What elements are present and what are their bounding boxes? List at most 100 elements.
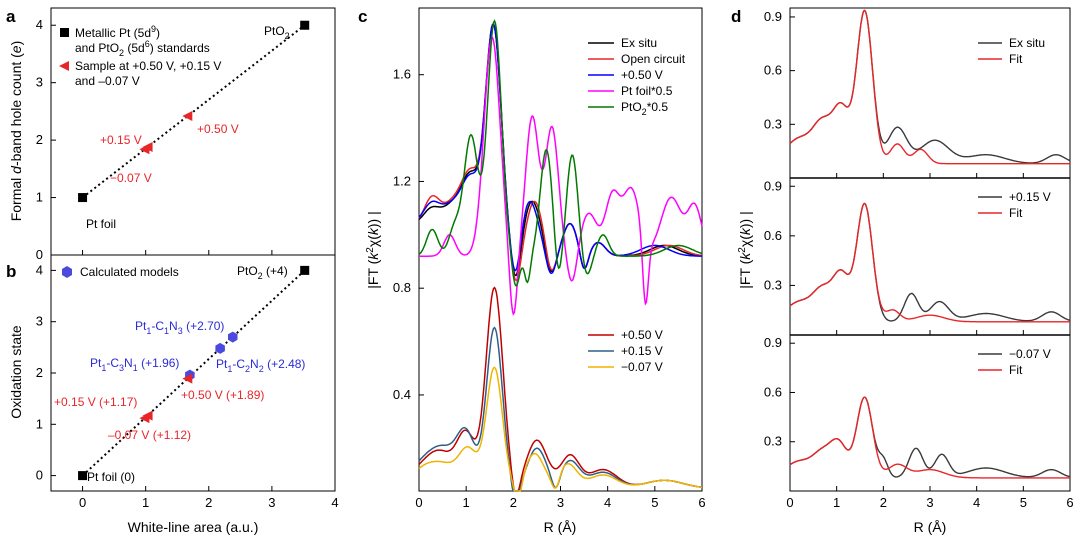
panel-d1-fit-line — [789, 9, 1070, 165]
panel-a-ytick-label-4: 4 — [36, 17, 43, 32]
annot-b-pto2: PtO2 (+4) — [237, 264, 288, 281]
annot-b-m007: –0.07 V (+1.12) — [108, 428, 191, 442]
panel-d3-xtick-label-4: 4 — [973, 495, 980, 510]
panel-d1-data-line — [789, 9, 1071, 164]
panel-b-xlabel: White-line area (a.u.) — [128, 519, 259, 535]
panel-label-b: b — [6, 262, 16, 281]
panel-a-marks — [78, 20, 310, 203]
panel-b-ytick-label-4: 4 — [36, 262, 43, 277]
panel-a-point-1-2 — [139, 144, 150, 155]
panel-d3-fit-line — [789, 396, 1070, 479]
legend-c-pto2: PtO2*0.5 — [621, 100, 668, 117]
panel-d2-ytick-label-2: 0.9 — [764, 178, 782, 193]
panel-d2-ytick-label-0: 0.3 — [764, 277, 782, 292]
panel-d3-xtick-label-2: 2 — [880, 495, 887, 510]
legend-sample-line1: Sample at +0.50 V, +0.15 V — [75, 59, 221, 73]
panel-a-ytick-label-2: 2 — [36, 132, 43, 147]
panel-b-xtick-label-1: 1 — [142, 495, 149, 510]
panel-c-ytick-label-3: 1.6 — [393, 67, 411, 82]
panel-b-point-1-0 — [228, 331, 238, 343]
legend-c-ptfoil: Pt foil*0.5 — [621, 84, 673, 98]
panel-c: 0 1 2 3 4 5 6 0.4 0.8 1.2 1.6 |FT (k2χ(k)) | R (Å)… — [365, 7, 706, 535]
annot-b-p050: +0.50 V (+1.89) — [181, 388, 264, 402]
annot-b-c1n3: Pt1-C1N3 (+2.70) — [135, 319, 224, 336]
panel-b-ytick-label-0: 0 — [36, 468, 43, 483]
legend-sample-marker — [59, 61, 69, 71]
panel-c-xlabel: R (Å) — [544, 519, 577, 535]
legend-c-p050: +0.50 V — [621, 68, 663, 82]
panel-b-ylabel: Oxidation state — [8, 325, 24, 419]
panel-d3-xtick-label-0: 0 — [786, 495, 793, 510]
panel-a-ticks: 0 1 2 3 4 — [36, 17, 336, 262]
legend-d3-data: −0.07 V — [1009, 347, 1051, 361]
legend-d2-data: +0.15 V — [1009, 190, 1051, 204]
panel-a: 0 1 2 3 4 Formal d-band hole count (e) Metal… — [8, 7, 336, 262]
legend-d1-data: Ex situ — [1009, 36, 1045, 50]
panel-d2-data-line — [789, 202, 1071, 322]
panel-a-fit-line — [81, 24, 306, 199]
legend-d2-fit: Fit — [1009, 206, 1023, 220]
panel-d3-xtick-label-3: 3 — [926, 495, 933, 510]
panel-d3-ytick-label-0: 0.3 — [764, 434, 782, 449]
panel-c-ytick-label-2: 1.2 — [393, 173, 411, 188]
legend-calc-label: Calculated models — [80, 265, 179, 279]
panel-d: 0.3 0.6 0.9 0.3 0.6 0.9 0 1 2 3 4 5 6 0.3 0.6 0.9 |FT (… — [737, 7, 1074, 535]
panel-a-ytick-label-3: 3 — [36, 75, 43, 90]
annot-b-c3n1: Pt1-C3N1 (+1.96) — [90, 356, 179, 373]
panel-c-xtick-label-2: 2 — [510, 495, 517, 510]
annot-b-ptfoil: Pt foil (0) — [87, 470, 135, 484]
panel-a-ytick-label-0: 0 — [36, 247, 43, 262]
panel-b-xtick-label-2: 2 — [205, 495, 212, 510]
panel-d2-ytick-label-1: 0.6 — [764, 228, 782, 243]
panel-b-xtick-label-4: 4 — [331, 495, 338, 510]
panel-c-xtick-label-0: 0 — [415, 495, 422, 510]
panel-c-ytick-label-1: 0.8 — [393, 280, 411, 295]
panel-b-point-2-0 — [182, 373, 193, 384]
annot-a-ptfoil: Pt foil — [86, 217, 116, 231]
legend-calc-marker — [62, 266, 72, 278]
annot-a-p015: +0.15 V — [100, 133, 142, 147]
panel-c-xtick-label-5: 5 — [651, 495, 658, 510]
panel-label-a: a — [6, 7, 16, 26]
panel-d1-ytick-label-2: 0.9 — [764, 9, 782, 24]
legend-c-open: Open circuit — [621, 52, 686, 66]
panel-c-lines — [418, 19, 703, 492]
panel-c-ytick-label-0: 0.4 — [393, 387, 411, 402]
panel-c-xtick-label-4: 4 — [604, 495, 611, 510]
panel-c-series-5 — [418, 286, 703, 492]
panel-c-xtick-label-1: 1 — [463, 495, 470, 510]
panel-d1-ytick-label-1: 0.6 — [764, 63, 782, 78]
legend-c2-m007: −0.07 V — [621, 360, 663, 374]
legend-d1-fit: Fit — [1009, 52, 1023, 66]
panel-c-series-2 — [418, 23, 702, 275]
panel-label-c: c — [358, 7, 367, 26]
panel-b-point-0-1 — [300, 265, 310, 275]
panel-d-lines — [789, 9, 1071, 479]
legend-standards-line2: and PtO2 (5d6) standards — [75, 39, 210, 58]
panel-b-xtick-label-3: 3 — [268, 495, 275, 510]
panel-b-point-0-0 — [78, 471, 88, 481]
panel-b-xtick-label-0: 0 — [79, 495, 86, 510]
panel-b-marks — [78, 265, 310, 481]
panel-c-series-4 — [418, 19, 703, 287]
panel-c-series-3 — [419, 36, 703, 316]
panel-a-point-0-0 — [78, 193, 88, 203]
panel-d3-ytick-label-1: 0.6 — [764, 384, 782, 399]
panel-label-d: d — [731, 7, 741, 26]
annot-a-p050: +0.50 V — [197, 122, 239, 136]
panel-c-series-7 — [418, 366, 703, 492]
panel-d3-xtick-label-5: 5 — [1020, 495, 1027, 510]
panel-b-point-2-2 — [139, 413, 150, 424]
panel-b-point-1-1 — [215, 342, 225, 354]
panel-d1-ytick-label-0: 0.3 — [764, 116, 782, 131]
panel-c-xtick-label-3: 3 — [557, 495, 564, 510]
legend-c2-p050: +0.50 V — [621, 328, 663, 342]
annot-b-c2n2: Pt1-C2N2 (+2.48) — [216, 357, 305, 374]
legend-d3-fit: Fit — [1009, 363, 1023, 377]
panel-b: 0 1 2 3 4 0 1 2 3 4 Oxidation state White-line ar… — [8, 254, 339, 535]
annot-a-m007: −0.07 V — [110, 171, 152, 185]
legend-sample-line2: and –0.07 V — [75, 74, 140, 88]
panel-d3-xtick-label-6: 6 — [1066, 495, 1073, 510]
panel-a-point-0-1 — [300, 20, 310, 30]
panel-c-ylabel: |FT (k2χ(k)) | — [365, 211, 381, 288]
